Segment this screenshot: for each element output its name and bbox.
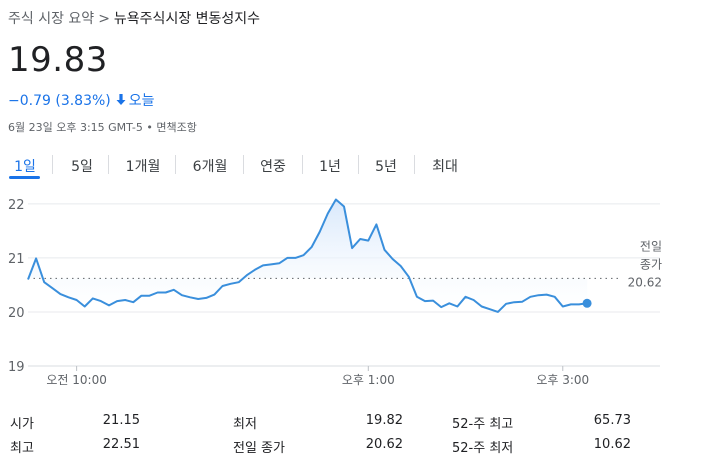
down-arrow-icon — [116, 93, 126, 109]
change-value: −0.79 (3.83%) — [8, 93, 111, 109]
tab-ytd[interactable]: 연중 — [260, 159, 286, 175]
y-tick-label: 20 — [8, 306, 25, 321]
price-area — [28, 199, 588, 312]
stat-52w-low-label: 52-주 최저 — [452, 441, 514, 456]
price-line — [27, 198, 588, 313]
x-tick-label: 오전 10:00 — [46, 373, 106, 387]
meta-bullet: • — [146, 121, 153, 134]
stat-prev-close-label: 전일 종가 — [233, 441, 285, 456]
stat-high-value: 22.51 — [102, 437, 140, 452]
x-tick-label: 오후 3:00 — [536, 373, 589, 387]
stat-low-value: 19.82 — [365, 413, 403, 428]
stat-52w-low-value: 10.62 — [593, 437, 631, 452]
tab-divider — [358, 155, 359, 174]
active-tab-indicator — [9, 176, 40, 179]
stat-prev-close-value: 20.62 — [365, 437, 403, 452]
breadcrumb-separator: > — [98, 11, 110, 27]
y-tick-label: 19 — [8, 360, 25, 375]
stat-high-label: 최고 — [10, 441, 34, 456]
tab-divider — [108, 155, 109, 174]
tab-1d[interactable]: 1일 — [14, 159, 36, 175]
tab-1m[interactable]: 1개월 — [125, 159, 161, 175]
tab-6m[interactable]: 6개월 — [192, 159, 228, 175]
tab-5y[interactable]: 5년 — [375, 159, 397, 175]
tab-divider — [52, 155, 53, 174]
y-tick-label: 21 — [8, 252, 25, 267]
tab-max[interactable]: 최대 — [432, 159, 458, 175]
change-period: 오늘 — [128, 93, 155, 109]
stat-open-label: 시가 — [10, 417, 34, 432]
stat-low-label: 최저 — [233, 417, 257, 432]
tab-1y[interactable]: 1년 — [319, 159, 341, 175]
prev-close-label: 20.62 — [628, 275, 662, 289]
breadcrumb: 주식 시장 요약 > 뉴욕주식시장 변동성지수 — [8, 8, 260, 28]
price-change: −0.79 (3.83%) 오늘 — [8, 90, 155, 110]
tab-divider — [175, 155, 176, 174]
quote-meta: 6월 23일 오후 3:15 GMT-5 • 면책조항 — [8, 119, 197, 135]
y-tick-label: 22 — [8, 198, 25, 213]
tab-divider — [302, 155, 303, 174]
prev-close-label: 전일 — [640, 239, 662, 253]
tab-divider — [414, 155, 415, 174]
breadcrumb-root-link[interactable]: 주식 시장 요약 — [8, 11, 95, 27]
range-tabs: 1일 5일 1개월 6개월 연중 1년 5년 최대 — [0, 150, 701, 180]
tab-5d[interactable]: 5일 — [71, 159, 93, 175]
last-price-dot — [582, 298, 592, 308]
tab-divider — [243, 155, 244, 174]
breadcrumb-current: 뉴욕주식시장 변동성지수 — [113, 11, 261, 27]
x-tick-label: 오후 1:00 — [342, 373, 395, 387]
disclaimer-link[interactable]: 면책조항 — [156, 121, 197, 134]
stat-open-value: 21.15 — [102, 413, 140, 428]
prev-close-label: 종가 — [640, 257, 662, 271]
stat-52w-high-value: 65.73 — [593, 413, 631, 428]
current-price: 19.83 — [8, 40, 108, 80]
timestamp: 6월 23일 오후 3:15 GMT-5 — [8, 121, 143, 134]
stat-52w-high-label: 52-주 최고 — [452, 417, 514, 432]
